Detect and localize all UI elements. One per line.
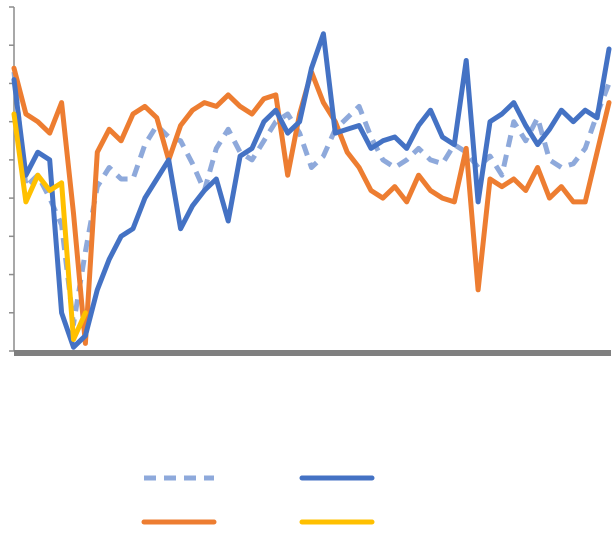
legend	[141, 475, 375, 525]
series-line-1	[11, 71, 612, 327]
axes	[9, 6, 611, 356]
series-line-4	[11, 111, 88, 342]
plot-area	[11, 31, 612, 350]
series-line-2	[11, 31, 612, 350]
